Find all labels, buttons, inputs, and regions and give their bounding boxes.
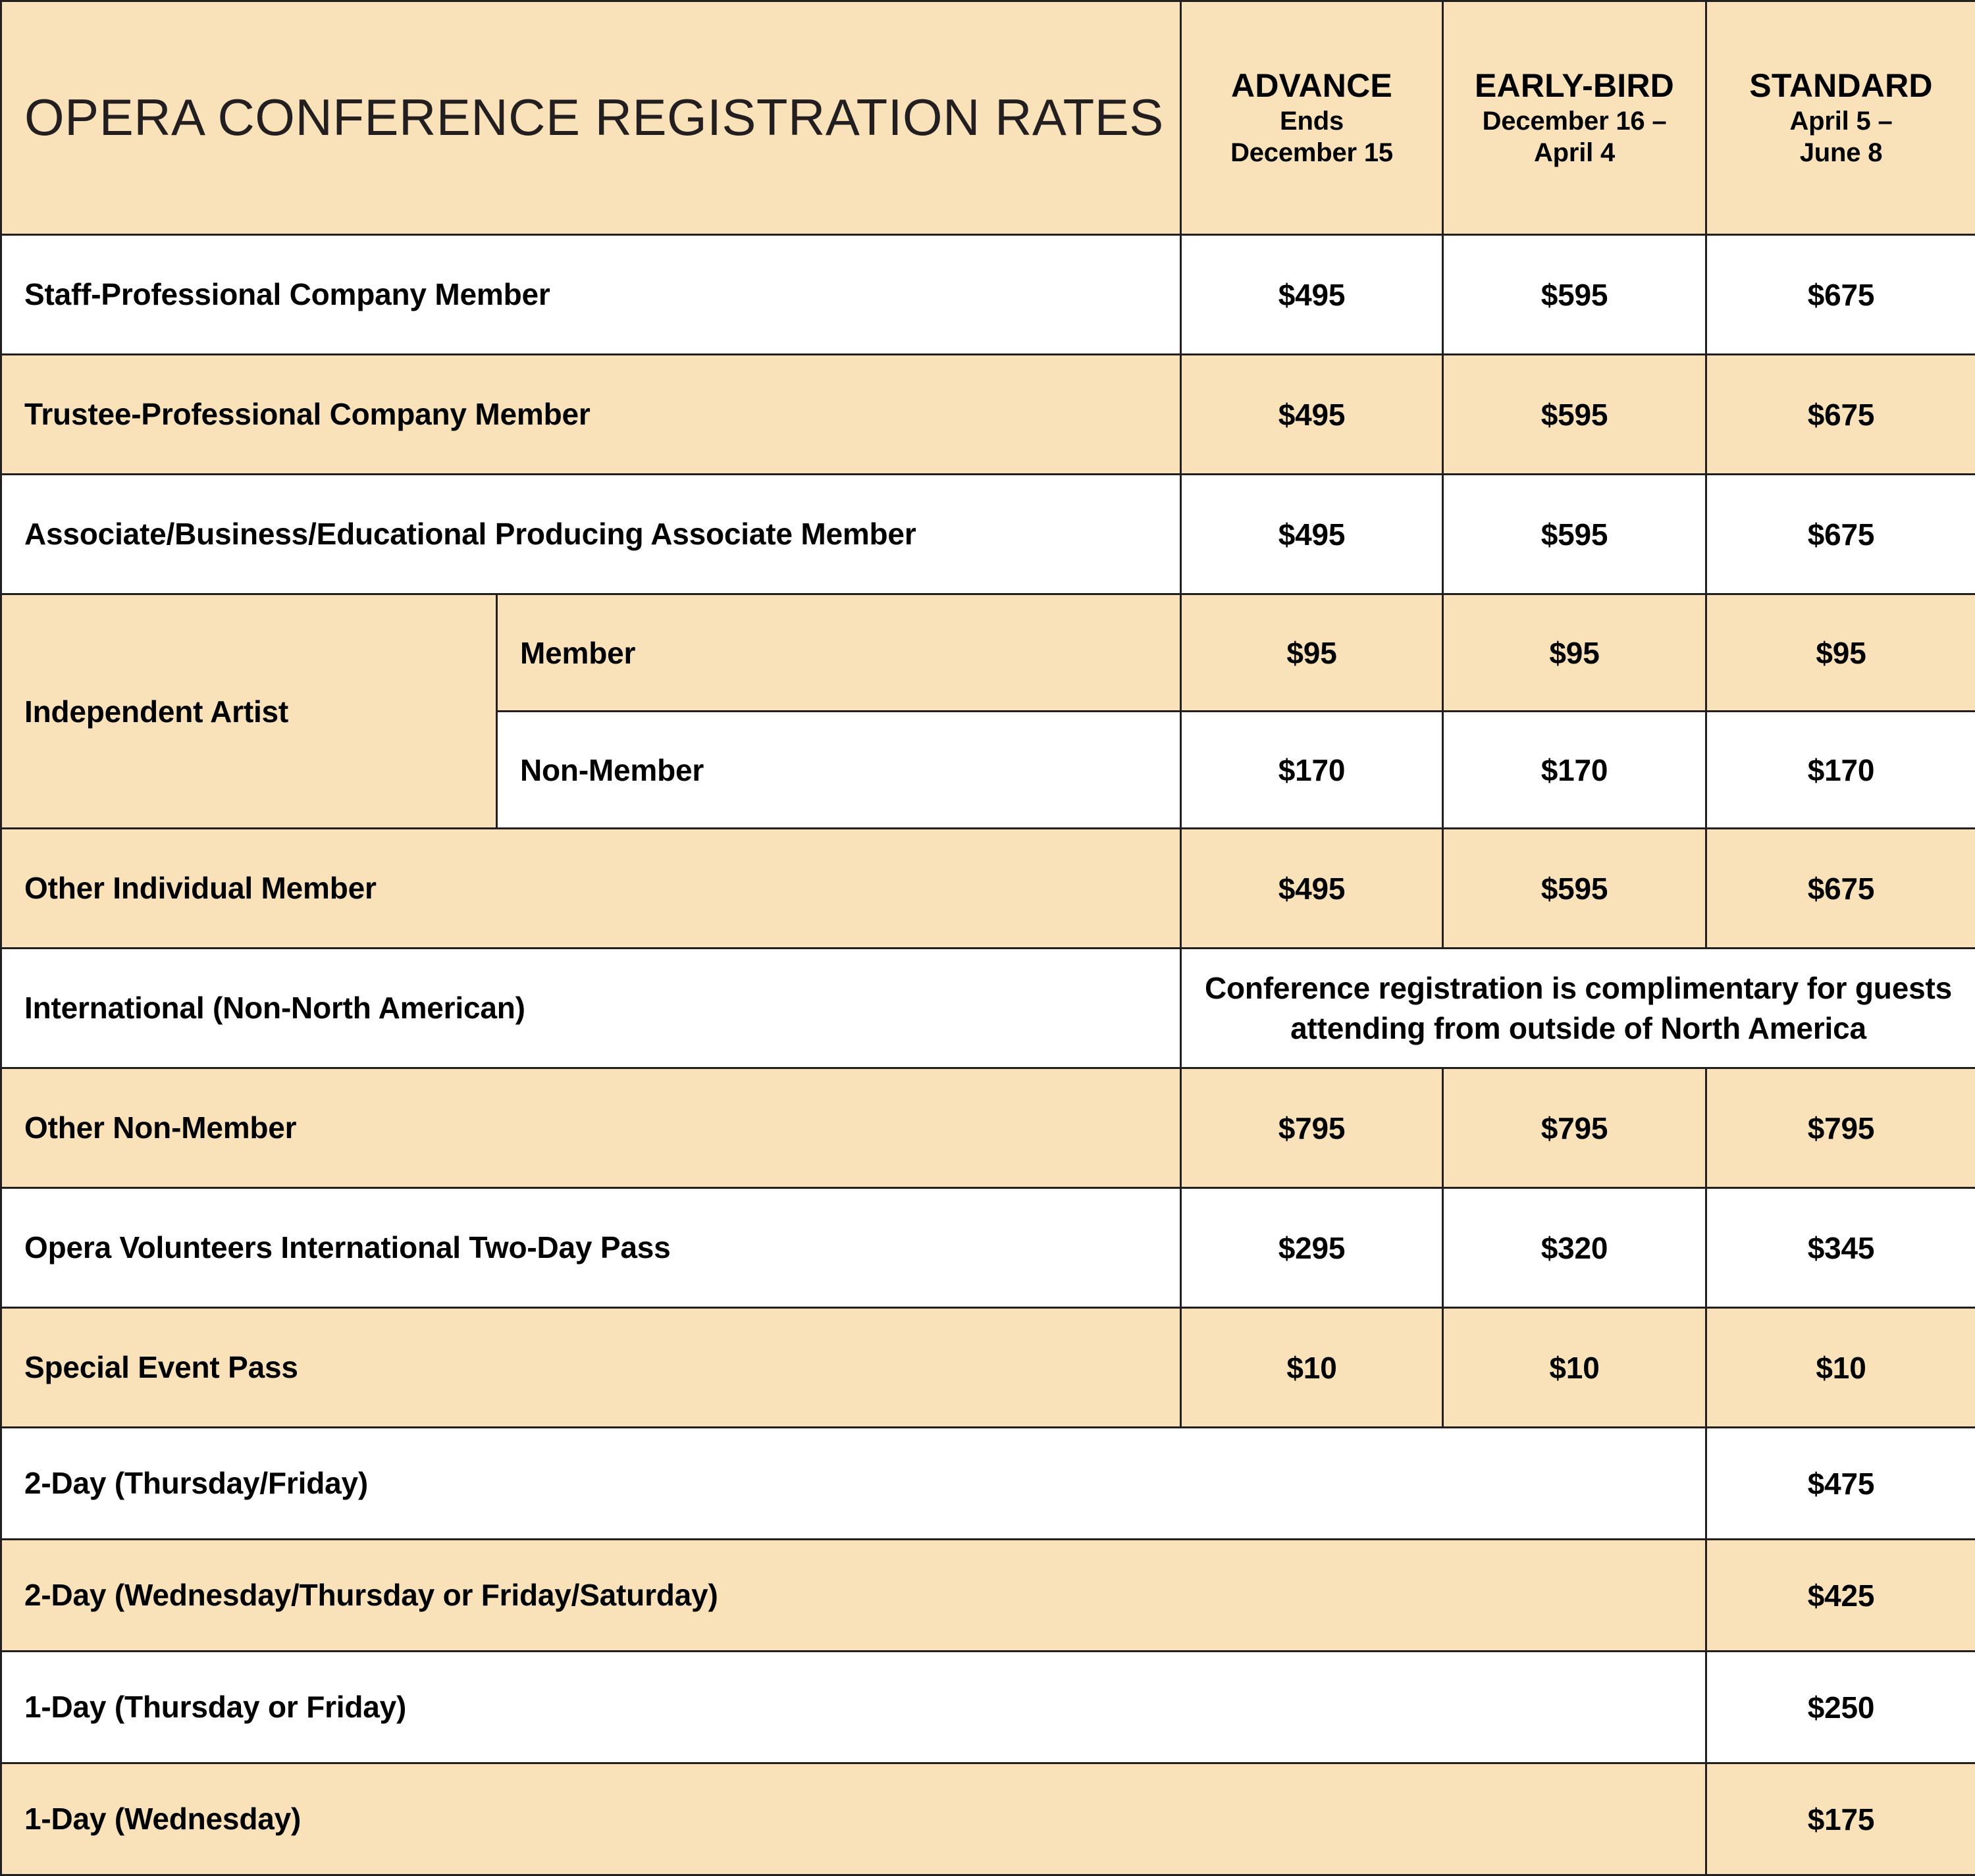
row-price-advance: $170: [1181, 712, 1443, 829]
row-label: 1-Day (Wednesday): [1, 1763, 1706, 1875]
row-price-advance: $95: [1181, 594, 1443, 712]
table-row: 1-Day (Wednesday) $175: [1, 1763, 1975, 1875]
row-price-standard: $175: [1706, 1763, 1975, 1875]
row-price-standard: $675: [1706, 829, 1975, 949]
table-row: Other Non-Member $795 $795 $795: [1, 1068, 1975, 1188]
table-row: 2-Day (Wednesday/Thursday or Friday/Satu…: [1, 1540, 1975, 1652]
row-price-standard: $475: [1706, 1428, 1975, 1540]
row-label: Trustee-Professional Company Member: [1, 355, 1181, 475]
table-row: 1-Day (Thursday or Friday) $250: [1, 1652, 1975, 1763]
row-price-standard: $425: [1706, 1540, 1975, 1652]
row-price-early-bird: $10: [1443, 1308, 1706, 1428]
row-price-early-bird: $595: [1443, 829, 1706, 949]
row-price-advance: $10: [1181, 1308, 1443, 1428]
row-price-standard: $675: [1706, 355, 1975, 475]
column-header-standard: STANDARD April 5 –June 8: [1706, 1, 1975, 235]
row-label: Opera Volunteers International Two-Day P…: [1, 1188, 1181, 1308]
row-price-advance: $495: [1181, 829, 1443, 949]
table-row: 2-Day (Thursday/Friday) $475: [1, 1428, 1975, 1540]
row-label: Other Individual Member: [1, 829, 1181, 949]
row-label: International (Non-North American): [1, 949, 1181, 1068]
row-label: 1-Day (Thursday or Friday): [1, 1652, 1706, 1763]
table-row: Independent Artist Member $95 $95 $95: [1, 594, 1975, 712]
column-header-early-bird: EARLY-BIRD December 16 –April 4: [1443, 1, 1706, 235]
row-price-standard: $675: [1706, 475, 1975, 594]
row-price-early-bird: $320: [1443, 1188, 1706, 1308]
table-row: Opera Volunteers International Two-Day P…: [1, 1188, 1975, 1308]
column-header-standard-dates: April 5 –June 8: [1729, 105, 1953, 169]
row-price-advance: $795: [1181, 1068, 1443, 1188]
row-price-early-bird: $795: [1443, 1068, 1706, 1188]
row-price-standard: $10: [1706, 1308, 1975, 1428]
row-price-standard: $795: [1706, 1068, 1975, 1188]
table-row: Other Individual Member $495 $595 $675: [1, 829, 1975, 949]
row-note-international: Conference registration is complimentary…: [1181, 949, 1975, 1068]
row-price-standard: $345: [1706, 1188, 1975, 1308]
row-price-advance: $295: [1181, 1188, 1443, 1308]
row-sublabel-non-member: Non-Member: [497, 712, 1181, 829]
row-price-early-bird: $170: [1443, 712, 1706, 829]
table-title-cell: OPERA CONFERENCE REGISTRATION RATES: [1, 1, 1181, 235]
row-group-label-independent-artist: Independent Artist: [1, 594, 497, 829]
table-row: Trustee-Professional Company Member $495…: [1, 355, 1975, 475]
column-header-early-bird-dates: December 16 –April 4: [1466, 105, 1683, 169]
row-price-advance: $495: [1181, 475, 1443, 594]
column-header-advance-label: ADVANCE: [1204, 67, 1419, 104]
row-price-early-bird: $595: [1443, 235, 1706, 355]
column-header-standard-label: STANDARD: [1729, 67, 1953, 104]
row-label: 2-Day (Wednesday/Thursday or Friday/Satu…: [1, 1540, 1706, 1652]
row-label: 2-Day (Thursday/Friday): [1, 1428, 1706, 1540]
row-price-standard: $170: [1706, 712, 1975, 829]
page-title: OPERA CONFERENCE REGISTRATION RATES: [24, 88, 1164, 146]
table-row: Special Event Pass $10 $10 $10: [1, 1308, 1975, 1428]
row-price-standard: $675: [1706, 235, 1975, 355]
row-price-advance: $495: [1181, 235, 1443, 355]
row-price-standard: $95: [1706, 594, 1975, 712]
table-row: Staff-Professional Company Member $495 $…: [1, 235, 1975, 355]
table-row: International (Non-North American) Confe…: [1, 949, 1975, 1068]
row-sublabel-member: Member: [497, 594, 1181, 712]
row-price-standard: $250: [1706, 1652, 1975, 1763]
column-header-early-bird-label: EARLY-BIRD: [1466, 67, 1683, 104]
row-label: Special Event Pass: [1, 1308, 1181, 1428]
table-row: Associate/Business/Educational Producing…: [1, 475, 1975, 594]
row-label: Staff-Professional Company Member: [1, 235, 1181, 355]
row-price-early-bird: $595: [1443, 355, 1706, 475]
row-price-early-bird: $595: [1443, 475, 1706, 594]
row-label: Other Non-Member: [1, 1068, 1181, 1188]
row-price-early-bird: $95: [1443, 594, 1706, 712]
row-label: Associate/Business/Educational Producing…: [1, 475, 1181, 594]
row-price-advance: $495: [1181, 355, 1443, 475]
table-header-row: OPERA CONFERENCE REGISTRATION RATES ADVA…: [1, 1, 1975, 235]
